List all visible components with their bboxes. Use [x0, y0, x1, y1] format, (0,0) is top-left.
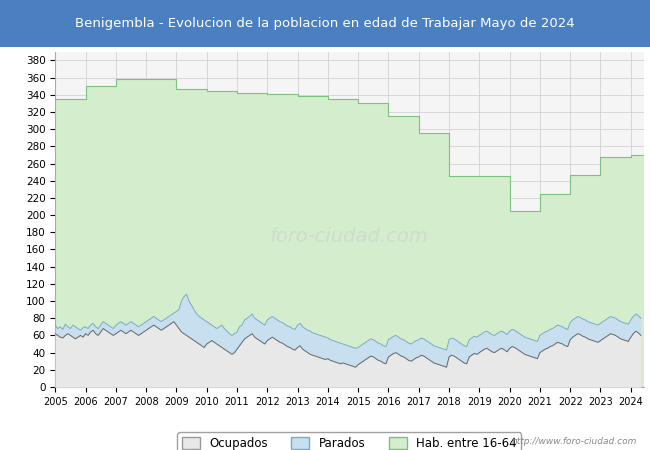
Text: http://www.foro-ciudad.com: http://www.foro-ciudad.com [512, 436, 637, 446]
Text: Benigembla - Evolucion de la poblacion en edad de Trabajar Mayo de 2024: Benigembla - Evolucion de la poblacion e… [75, 17, 575, 30]
Legend: Ocupados, Parados, Hab. entre 16-64: Ocupados, Parados, Hab. entre 16-64 [177, 432, 521, 450]
Text: foro-ciudad.com: foro-ciudad.com [270, 227, 429, 246]
